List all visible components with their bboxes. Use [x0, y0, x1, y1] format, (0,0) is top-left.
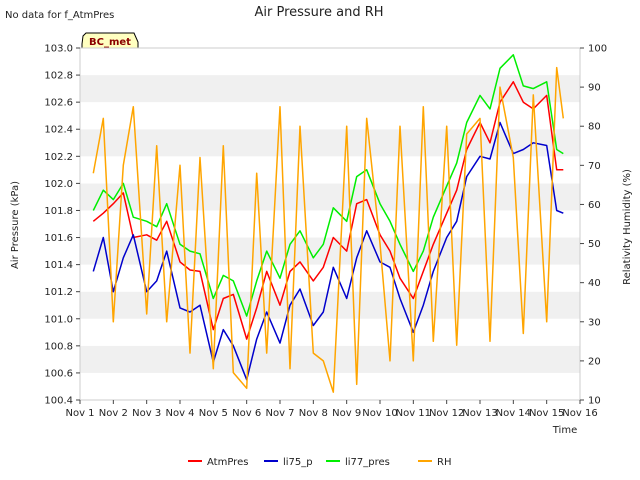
x-tick-label: Nov 1: [65, 408, 94, 419]
series-line-li75_p: [92, 121, 564, 381]
right-tick-label: 10: [588, 396, 601, 407]
grid-band: [80, 183, 580, 211]
grid-band: [80, 264, 580, 292]
grid-band: [80, 210, 580, 238]
left-tick-label: 100.8: [44, 341, 73, 352]
x-tick-label: Nov 3: [132, 408, 161, 419]
legend-label-RH: RH: [437, 457, 451, 468]
series-line-RH: [92, 66, 565, 393]
x-axis-ticks: Nov 1 Nov 2 Nov 3 Nov 4 Nov 5 Nov 6 Nov 7 Nov 8…: [65, 400, 598, 419]
legend: AtmPres li75_p li77_pres RH: [188, 457, 451, 468]
series-line-AtmPres: [92, 81, 564, 340]
grid-band: [80, 372, 580, 400]
x-tick-label: Nov 15: [529, 408, 564, 419]
x-tick-label: Nov 11: [396, 408, 431, 419]
left-tick-label: 102.2: [44, 152, 73, 163]
x-tick-label: Nov 6: [232, 408, 261, 419]
left-axis-ticks: 100.4 100.6 100.8 101.0 101.2 101.4 101.6 101.8…: [44, 44, 80, 407]
right-tick-label: 60: [588, 200, 601, 211]
left-tick-label: 101.8: [44, 206, 73, 217]
grid-band: [80, 75, 580, 103]
left-tick-label: 101.4: [44, 260, 73, 271]
station-badge: BC_met: [81, 32, 139, 49]
right-tick-label: 30: [588, 317, 601, 328]
plot-frame: [79, 47, 581, 401]
no-data-note: No data for f_AtmPres: [5, 10, 114, 21]
x-tick-label: Nov 7: [265, 408, 294, 419]
right-tick-label: 80: [588, 122, 601, 133]
right-tick-label: 90: [588, 83, 601, 94]
series-lines: [92, 54, 565, 393]
grid-band: [80, 237, 580, 265]
x-axis-label: Time: [552, 425, 577, 436]
chart-title: Air Pressure and RH: [254, 5, 383, 20]
left-tick-label: 103.0: [44, 44, 73, 55]
right-tick-label: 20: [588, 356, 601, 367]
series-line-li77_pres: [92, 54, 564, 317]
left-tick-label: 102.8: [44, 71, 73, 82]
x-tick-label: Nov 9: [332, 408, 361, 419]
x-tick-label: Nov 10: [362, 408, 397, 419]
x-tick-label: Nov 5: [199, 408, 228, 419]
grid-band: [80, 48, 580, 76]
left-tick-label: 100.4: [44, 396, 73, 407]
grid-band: [80, 291, 580, 319]
left-tick-label: 101.2: [44, 287, 73, 298]
x-tick-label: Nov 12: [429, 408, 464, 419]
left-tick-label: 101.6: [44, 233, 73, 244]
left-tick-label: 100.6: [44, 368, 73, 379]
left-tick-label: 101.0: [44, 314, 73, 325]
grid-band: [80, 318, 580, 346]
x-tick-label: Nov 14: [496, 408, 531, 419]
right-tick-label: 50: [588, 239, 601, 250]
legend-label-li75_p: li75_p: [283, 457, 313, 468]
station-badge-label: BC_met: [89, 37, 131, 48]
right-axis-label: Relativity Humidity (%): [622, 169, 633, 285]
left-axis-label: Air Pressure (kPa): [10, 181, 21, 269]
legend-label-AtmPres: AtmPres: [207, 457, 248, 468]
left-tick-label: 102.6: [44, 98, 73, 109]
left-tick-label: 102.4: [44, 125, 73, 136]
grid-bands: [80, 48, 580, 400]
x-tick-label: Nov 2: [99, 408, 128, 419]
x-tick-label: Nov 13: [462, 408, 497, 419]
right-tick-label: 100: [588, 44, 607, 55]
x-tick-label: Nov 16: [562, 408, 597, 419]
x-tick-label: Nov 4: [165, 408, 194, 419]
right-tick-label: 70: [588, 161, 601, 172]
right-axis-ticks: 10 20 30 40 50 60 70 80 90 100: [580, 44, 607, 407]
right-tick-label: 40: [588, 278, 601, 289]
x-tick-label: Nov 8: [299, 408, 328, 419]
grid-band: [80, 345, 580, 373]
left-tick-label: 102.0: [44, 179, 73, 190]
legend-label-li77_pres: li77_pres: [345, 457, 390, 468]
